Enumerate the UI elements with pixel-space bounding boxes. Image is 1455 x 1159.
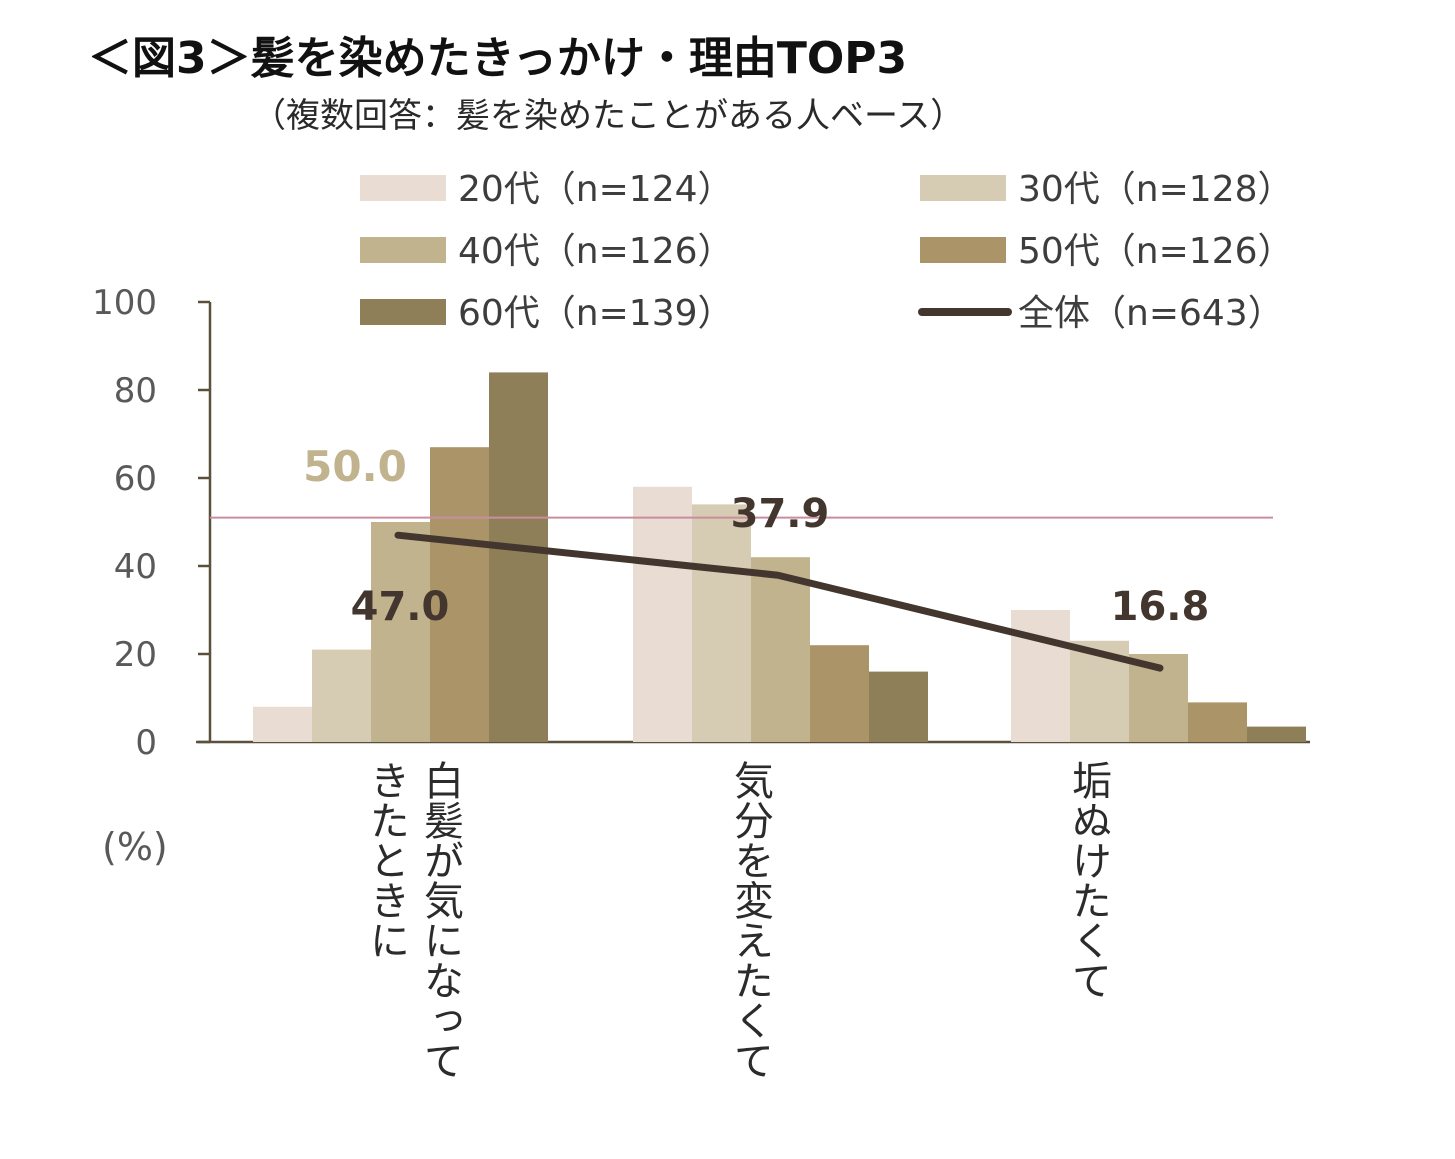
chart-title: ＜図3＞髪を染めたきっかけ・理由TOP3	[88, 33, 908, 84]
data-label: 16.8	[1111, 584, 1210, 630]
legend-label: 30代（n=128）	[1018, 169, 1294, 210]
category-label: 垢ぬけたくて	[1065, 760, 1111, 1000]
bar	[371, 522, 430, 742]
legend-label: 50代（n=126）	[1018, 231, 1294, 272]
legend-swatch	[360, 299, 446, 325]
y-tick-label: 0	[135, 723, 157, 763]
y-axis-unit: (%)	[102, 825, 168, 869]
bar	[312, 649, 371, 742]
legend-swatch	[360, 175, 446, 201]
data-label: 37.9	[731, 491, 830, 537]
legend-swatch	[920, 175, 1006, 201]
bar	[633, 486, 692, 742]
legend-label: 60代（n=139）	[458, 293, 734, 334]
category-label: 白髪が気になって	[417, 760, 463, 1080]
bar	[430, 447, 489, 742]
legend-swatch	[920, 237, 1006, 263]
series-line-overall	[394, 531, 1164, 672]
bar	[751, 557, 810, 742]
bar	[1188, 702, 1247, 742]
bar	[253, 706, 312, 742]
bar	[810, 645, 869, 742]
data-label: 47.0	[351, 584, 450, 630]
category-label: 気分を変えたくて	[727, 760, 773, 1080]
legend-swatch	[360, 237, 446, 263]
y-tick-label: 60	[114, 459, 157, 499]
bar	[869, 671, 928, 742]
y-tick-label: 40	[114, 547, 157, 587]
legend-label: 全体（n=643）	[1018, 293, 1284, 334]
annotation-label: 50.0	[303, 442, 407, 491]
legend-label: 40代（n=126）	[458, 231, 734, 272]
bar	[1011, 610, 1070, 742]
category-label: きたときに	[363, 760, 409, 960]
bar	[489, 372, 548, 742]
bar	[692, 504, 751, 742]
y-tick-label: 100	[92, 283, 157, 323]
legend-label: 20代（n=124）	[458, 169, 734, 210]
bar	[1247, 726, 1306, 742]
y-tick-label: 20	[114, 635, 157, 675]
y-tick-label: 80	[114, 371, 157, 411]
chart-subtitle: （複数回答：髪を染めたことがある人ベース）	[252, 96, 965, 136]
